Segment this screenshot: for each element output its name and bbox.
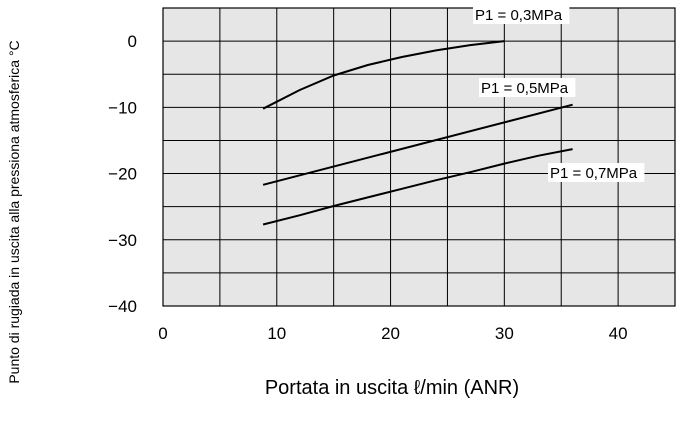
series-line — [262, 103, 573, 186]
x-tick-label: 20 — [381, 324, 400, 343]
x-axis-label: Portata in uscita ℓ/min (ANR) — [265, 377, 519, 399]
x-tick-label: 40 — [609, 324, 628, 343]
series-labels: P1 = 0,3MPa P1 = 0,5MPa P1 = 0,7MPa — [473, 5, 645, 182]
grid — [162, 7, 676, 307]
y-tick-label: −20 — [108, 165, 137, 184]
y-tick-label: 0 — [128, 32, 137, 51]
y-tick-label: −10 — [108, 98, 137, 117]
y-axis-label: Punto di rugiada in uscita alla pression… — [6, 40, 22, 383]
series-label: P1 = 0,3MPa — [475, 7, 563, 24]
plot-area — [163, 8, 675, 306]
series-label: P1 = 0,5MPa — [481, 80, 569, 97]
series-label-background — [473, 5, 570, 24]
series-label-background — [548, 163, 645, 182]
series-line — [262, 148, 573, 226]
y-tick-label: −40 — [108, 297, 137, 316]
x-tick-label: 0 — [158, 324, 167, 343]
tick-labels: 0 10 20 30 40 0 −10 −20 −30 −40 — [108, 32, 627, 343]
series-label-background — [479, 78, 576, 97]
x-tick-label: 10 — [267, 324, 286, 343]
series-lines — [262, 40, 573, 226]
series-label: P1 = 0,7MPa — [550, 165, 638, 182]
y-tick-label: −30 — [108, 231, 137, 250]
plot-frame — [162, 7, 676, 307]
x-tick-label: 30 — [495, 324, 514, 343]
series-line — [262, 40, 505, 110]
